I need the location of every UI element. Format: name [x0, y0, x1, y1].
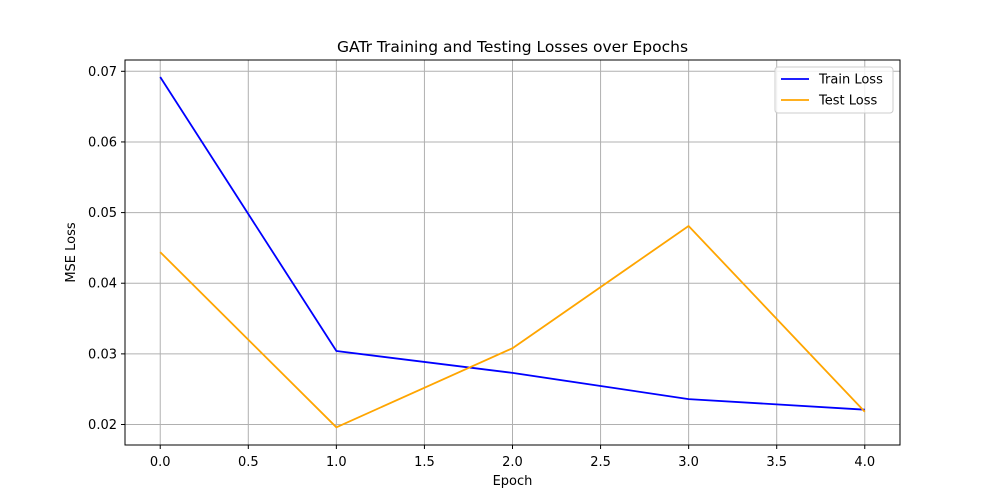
- test-loss-line: [159, 225, 866, 429]
- x-tick-label: 0.5: [238, 455, 259, 470]
- legend: Train Loss Test Loss: [774, 66, 894, 114]
- series-lines: [159, 76, 866, 429]
- y-axis-ticks: 0.02 0.03 0.04 0.05 0.06 0.07: [88, 65, 125, 433]
- grid: [125, 60, 900, 445]
- chart-title: GATr Training and Testing Losses over Ep…: [337, 38, 688, 56]
- y-tick-label: 0.05: [88, 206, 117, 221]
- y-tick-label: 0.03: [88, 347, 117, 362]
- x-tick-label: 2.0: [502, 455, 523, 470]
- x-tick-label: 0.0: [150, 455, 171, 470]
- x-axis-ticks: 0.0 0.5 1.0 1.5 2.0 2.5 3.0 3.5 4.0: [150, 445, 875, 470]
- x-axis-label: Epoch: [493, 474, 533, 489]
- x-tick-label: 2.5: [590, 455, 611, 470]
- x-tick-label: 1.0: [326, 455, 347, 470]
- legend-label-train-loss: Train Loss: [818, 73, 883, 88]
- y-tick-label: 0.02: [88, 418, 117, 433]
- x-tick-label: 4.0: [854, 455, 875, 470]
- y-tick-label: 0.07: [88, 65, 117, 80]
- x-tick-label: 3.0: [678, 455, 699, 470]
- x-tick-label: 3.5: [766, 455, 787, 470]
- y-axis-label: MSE Loss: [64, 222, 79, 283]
- y-tick-label: 0.04: [88, 277, 117, 292]
- legend-label-test-loss: Test Loss: [818, 94, 877, 109]
- y-tick-label: 0.06: [88, 135, 117, 150]
- train-loss-line: [159, 76, 865, 411]
- x-tick-label: 1.5: [414, 455, 435, 470]
